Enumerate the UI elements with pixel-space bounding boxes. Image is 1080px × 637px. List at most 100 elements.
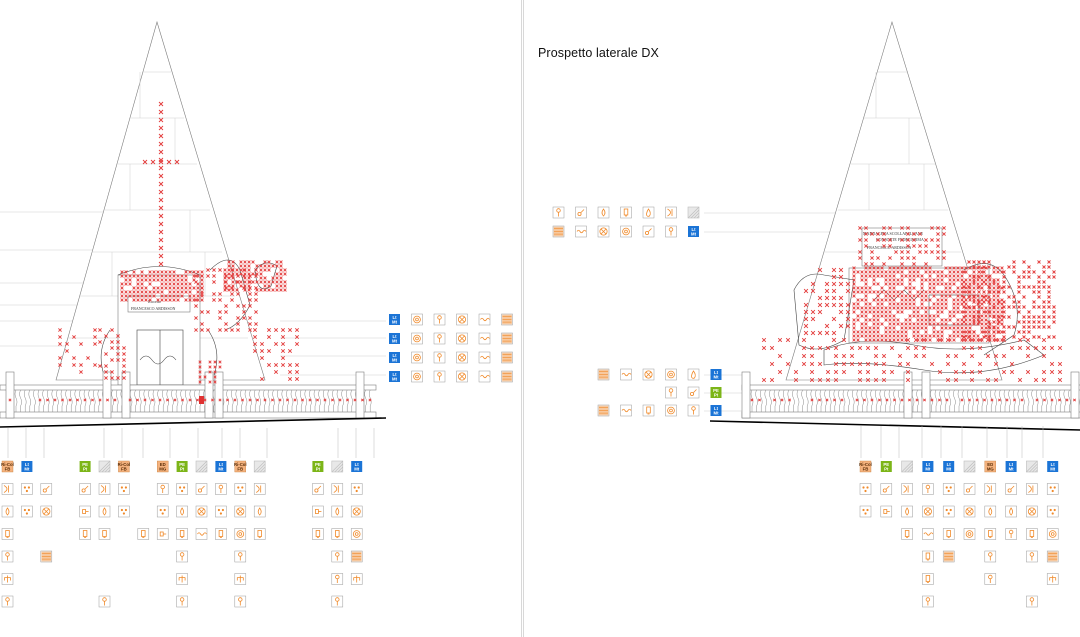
baluster — [345, 389, 349, 412]
baluster — [792, 389, 795, 412]
damage-x-mark — [996, 282, 1000, 286]
damage-x-mark — [865, 369, 871, 375]
damage-x-mark — [860, 298, 864, 302]
damage-x-mark — [858, 256, 862, 260]
damage-x-mark — [944, 294, 948, 298]
damage-x-mark — [977, 315, 981, 319]
damage-x-mark — [152, 290, 156, 294]
damage-x-mark — [116, 358, 120, 362]
damage-x-mark — [860, 278, 864, 282]
damage-x-mark — [1009, 345, 1015, 351]
svg-text:Mt: Mt — [691, 232, 697, 237]
damage-x-mark — [900, 270, 904, 274]
damage-x-mark — [904, 322, 908, 326]
damage-x-mark — [918, 244, 922, 248]
key-icon — [1, 595, 14, 608]
damage-x-mark — [876, 318, 880, 322]
arc-icon — [331, 483, 344, 495]
damage-x-mark — [124, 298, 128, 302]
damage-x-mark — [227, 284, 231, 288]
damage-x-mark — [881, 369, 887, 375]
damage-x-mark — [876, 256, 880, 260]
damage-x-mark — [1025, 345, 1031, 351]
damage-x-mark — [908, 266, 912, 270]
key-icon — [433, 332, 446, 345]
damage-x-mark — [218, 365, 222, 369]
damage-x-mark — [254, 274, 258, 278]
damage-x-mark — [761, 377, 767, 383]
plug-icon — [156, 528, 169, 540]
svg-text:Ri-Col: Ri-Col — [1, 462, 14, 467]
damage-x-mark — [928, 270, 932, 274]
damage-x-mark — [254, 292, 258, 296]
damage-x-mark — [158, 245, 164, 251]
damage-x-mark — [158, 205, 164, 211]
ring-icon — [411, 332, 423, 345]
damage-x-mark — [158, 237, 164, 243]
damage-x-mark — [884, 290, 888, 294]
dots-icon — [350, 483, 363, 495]
damage-x-mark — [944, 286, 948, 290]
damage-x-mark — [267, 268, 271, 272]
damage-x-mark — [128, 294, 132, 298]
damage-x-mark — [136, 298, 140, 302]
damage-x-mark — [1012, 305, 1016, 309]
damage-x-mark — [75, 398, 80, 402]
damage-x-mark — [977, 337, 983, 343]
damage-x-mark — [156, 290, 160, 294]
damage-x-mark — [892, 314, 896, 318]
damage-x-mark — [876, 290, 880, 294]
damage-x-mark — [980, 266, 984, 270]
damage-x-mark — [852, 306, 856, 310]
damage-x-mark — [952, 302, 956, 306]
damage-x-mark — [1027, 310, 1031, 314]
damage-x-mark — [239, 272, 243, 276]
damage-x-mark — [1057, 345, 1063, 351]
damage-x-mark — [905, 361, 911, 367]
damage-x-mark — [1047, 265, 1051, 269]
damage-x-mark — [248, 298, 252, 302]
drop-icon — [1, 505, 14, 518]
damage-x-mark — [1047, 305, 1051, 309]
damage-x-mark — [1052, 315, 1056, 319]
key-icon — [1005, 528, 1017, 540]
damage-x-mark — [263, 264, 267, 268]
damage-x-mark — [892, 298, 896, 302]
damage-x-mark — [132, 274, 136, 278]
damage-x-mark — [888, 330, 892, 334]
baluster — [980, 389, 984, 412]
baluster — [175, 389, 179, 412]
svg-text:Lt: Lt — [1051, 462, 1056, 467]
damage-x-mark — [912, 238, 916, 242]
wave-icon — [620, 368, 632, 381]
baluster — [304, 389, 308, 412]
pin-icon — [575, 206, 587, 219]
damage-x-mark — [72, 363, 76, 367]
damage-x-mark — [136, 278, 140, 282]
damage-x-mark — [912, 256, 916, 260]
damage-x-mark — [892, 318, 896, 322]
damage-x-mark — [53, 398, 57, 402]
damage-x-mark — [852, 294, 856, 298]
damage-x-mark — [128, 398, 132, 402]
damage-x-mark — [882, 244, 886, 248]
damage-x-mark — [243, 280, 247, 284]
damage-x-mark — [967, 335, 971, 339]
damage-x-mark — [248, 328, 252, 332]
damage-x-mark — [952, 338, 956, 342]
damage-x-mark — [1027, 275, 1031, 279]
damage-x-mark — [1037, 295, 1041, 299]
damage-x-mark — [259, 276, 263, 280]
baluster — [1008, 389, 1011, 412]
damage-x-mark — [900, 338, 904, 342]
target-icon — [456, 370, 468, 383]
damage-x-mark — [188, 270, 192, 274]
damage-x-mark — [948, 314, 952, 318]
hatch-icon — [552, 225, 565, 238]
damage-x-mark — [254, 298, 258, 302]
damage-x-mark — [860, 286, 864, 290]
damage-x-mark — [1001, 369, 1007, 375]
damage-x-mark — [870, 398, 874, 402]
damage-x-mark — [884, 298, 888, 302]
damage-x-mark — [892, 282, 896, 286]
